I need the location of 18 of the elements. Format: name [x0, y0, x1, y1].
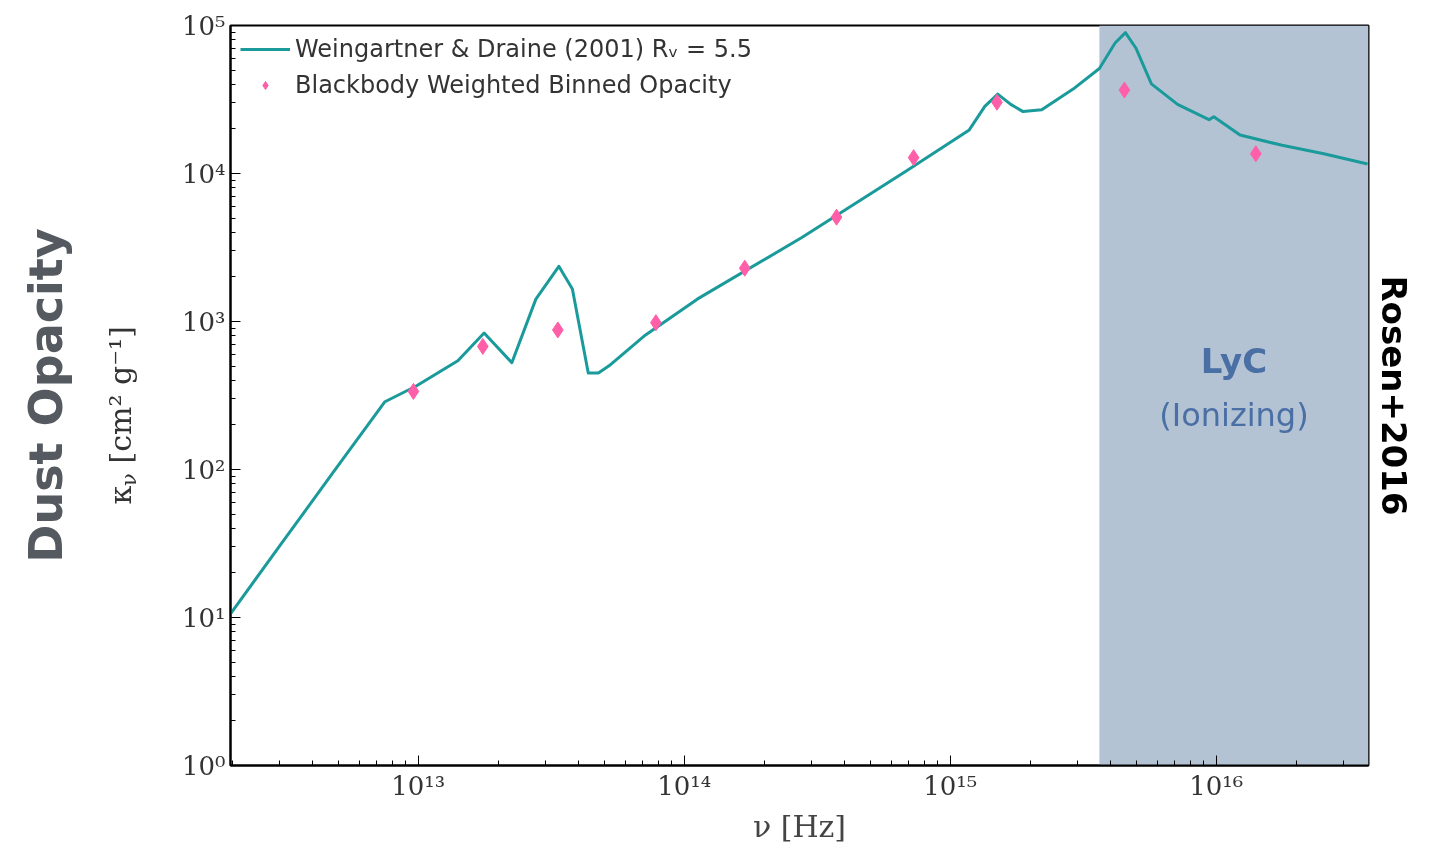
legend-label: Blackbody Weighted Binned Opacity	[295, 71, 732, 99]
text: Rosen+2016	[1373, 275, 1414, 516]
y-tick-label: 10⁰	[181, 750, 226, 781]
y-tick-label: 10³	[181, 306, 226, 337]
x-tick-label: 10¹⁵	[923, 770, 978, 801]
y-tick-label: 10²	[181, 454, 226, 485]
legend-label: Weingartner & Draine (2001) Rᵥ = 5.5	[295, 35, 752, 63]
y-tick-label: 10⁵	[181, 10, 226, 41]
text: Dust Opacity	[18, 228, 73, 563]
x-axis-title: ν [Hz]	[752, 808, 847, 844]
y-axis-title: κν [cm² g⁻¹]	[103, 326, 141, 505]
x-tick-label: 10¹⁴	[657, 770, 712, 801]
annotation: (Ionizing)	[1159, 395, 1309, 434]
y-tick-label: 10¹	[181, 602, 226, 633]
y-tick-label: 10⁴	[181, 158, 226, 189]
band-label: LyC	[1200, 340, 1268, 381]
x-tick-label: 10¹³	[391, 770, 446, 801]
x-tick-label: 10¹⁶	[1189, 770, 1244, 801]
